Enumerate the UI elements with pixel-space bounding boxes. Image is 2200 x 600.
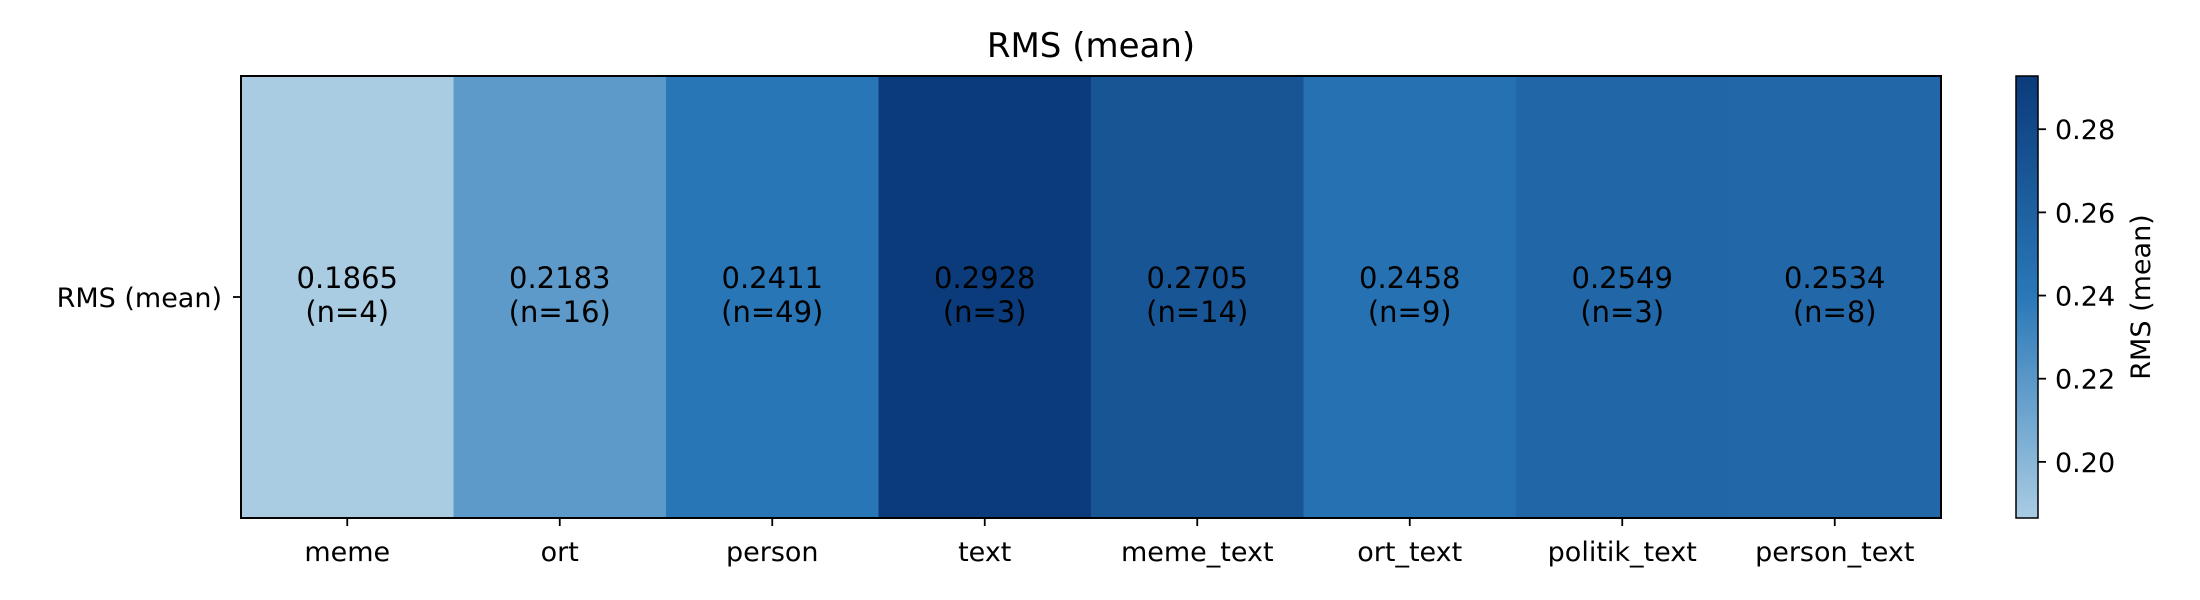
x-tick-label: ort [541,537,579,568]
cell-value-label: 0.1865 [297,261,398,295]
cell-value-label: 0.2411 [722,261,823,295]
cell-value-label: 0.2458 [1359,261,1460,295]
cell-count-label: (n=49) [721,295,823,329]
colorbar-tick-label: 0.20 [2055,448,2115,479]
heatmap-cell-person [666,76,880,518]
cell-value-label: 0.2928 [934,261,1035,295]
heatmap-cell-ort_text [1303,76,1517,518]
x-tick-label: person_text [1755,537,1914,568]
cell-value-label: 0.2705 [1147,261,1248,295]
colorbar: 0.20 0.22 0.24 0.26 0.28 RMS (mean) [2015,75,2157,519]
colorbar-tick-label: 0.28 [2055,115,2115,146]
colorbar-label: RMS (mean) [2126,214,2157,379]
cell-count-label: (n=16) [509,295,611,329]
colorbar-tick-label: 0.26 [2055,198,2115,229]
cell-count-label: (n=3) [943,295,1027,329]
cell-count-label: (n=8) [1793,295,1877,329]
x-tick-label: meme_text [1121,537,1274,568]
heatmap-cell-person_text [1728,76,1942,518]
heatmap-cell-labels: 0.1865(n=4) 0.2183(n=16) 0.2411(n=49) 0.292… [297,261,1886,329]
heatmap-cell-politik_text [1516,76,1730,518]
heatmap-cell-ort [453,76,667,518]
heatmap-cells [241,76,1942,518]
x-tick-label: meme [304,537,390,568]
cell-count-label: (n=3) [1580,295,1664,329]
heatmap-cell-text [878,76,1092,518]
cell-count-label: (n=9) [1368,295,1452,329]
cell-count-label: (n=4) [305,295,389,329]
x-tick-label: text [958,537,1011,568]
colorbar-tick-label: 0.22 [2055,365,2115,396]
colorbar-gradient [2015,75,2039,519]
colorbar-tick-label: 0.24 [2055,282,2115,313]
cell-value-label: 0.2183 [509,261,610,295]
colorbar-ticks: 0.20 0.22 0.24 0.26 0.28 [2038,115,2115,479]
cell-value-label: 0.2534 [1784,261,1885,295]
x-tick-label: ort_text [1357,537,1462,568]
heatmap-cell-meme_text [1091,76,1305,518]
y-tick-label: RMS (mean) [57,283,222,314]
x-tick-label: person [726,537,819,568]
cell-value-label: 0.2549 [1572,261,1673,295]
x-axis-ticks: meme ort person text meme_text ort_text politi… [304,518,1914,568]
chart-title: RMS (mean) [987,26,1195,66]
heatmap-cell-meme [241,76,455,518]
x-tick-label: politik_text [1548,537,1697,568]
cell-count-label: (n=14) [1146,295,1248,329]
